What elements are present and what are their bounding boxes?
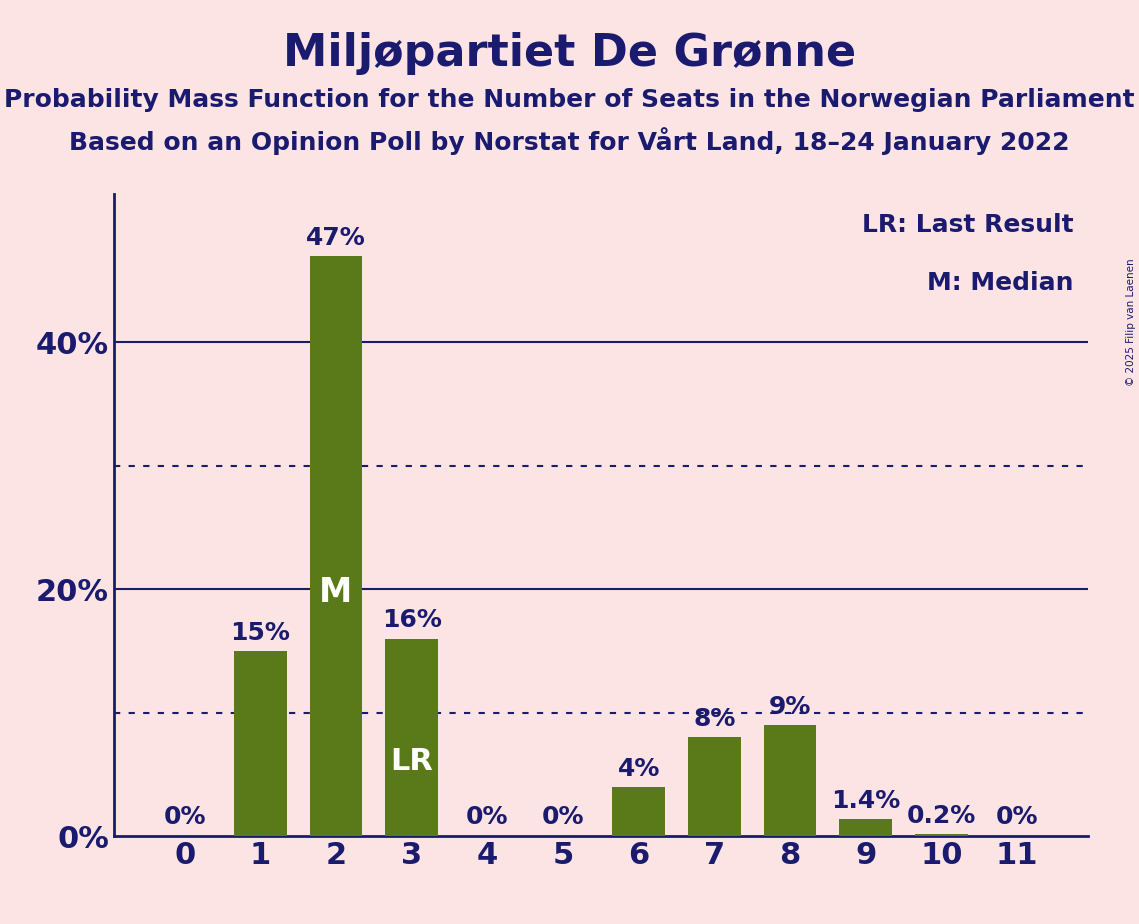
Text: Miljøpartiet De Grønne: Miljøpartiet De Grønne [282, 32, 857, 76]
Bar [763, 725, 817, 836]
Text: 0.2%: 0.2% [907, 804, 976, 828]
Text: 0%: 0% [542, 805, 584, 829]
Bar [915, 833, 968, 836]
Bar [612, 787, 665, 836]
Text: 15%: 15% [230, 621, 290, 645]
Text: 0%: 0% [466, 805, 509, 829]
Text: 0%: 0% [995, 805, 1039, 829]
Bar [310, 256, 362, 836]
Text: 8%: 8% [694, 707, 736, 731]
Text: 4%: 4% [617, 757, 659, 781]
Bar [688, 737, 740, 836]
Text: LR: LR [391, 747, 433, 775]
Text: Based on an Opinion Poll by Norstat for Vårt Land, 18–24 January 2022: Based on an Opinion Poll by Norstat for … [69, 128, 1070, 155]
Text: 9%: 9% [769, 695, 811, 719]
Text: © 2025 Filip van Laenen: © 2025 Filip van Laenen [1126, 259, 1136, 386]
Text: M: M [319, 576, 353, 609]
Text: M: Median: M: Median [927, 271, 1073, 295]
Bar [839, 819, 892, 836]
Text: 16%: 16% [382, 608, 442, 632]
Text: Probability Mass Function for the Number of Seats in the Norwegian Parliament: Probability Mass Function for the Number… [5, 88, 1134, 112]
Text: LR: Last Result: LR: Last Result [861, 213, 1073, 237]
Bar [233, 651, 287, 836]
Bar [385, 638, 439, 836]
Text: 0%: 0% [163, 805, 206, 829]
Text: 47%: 47% [306, 225, 366, 249]
Text: 1.4%: 1.4% [831, 789, 900, 813]
